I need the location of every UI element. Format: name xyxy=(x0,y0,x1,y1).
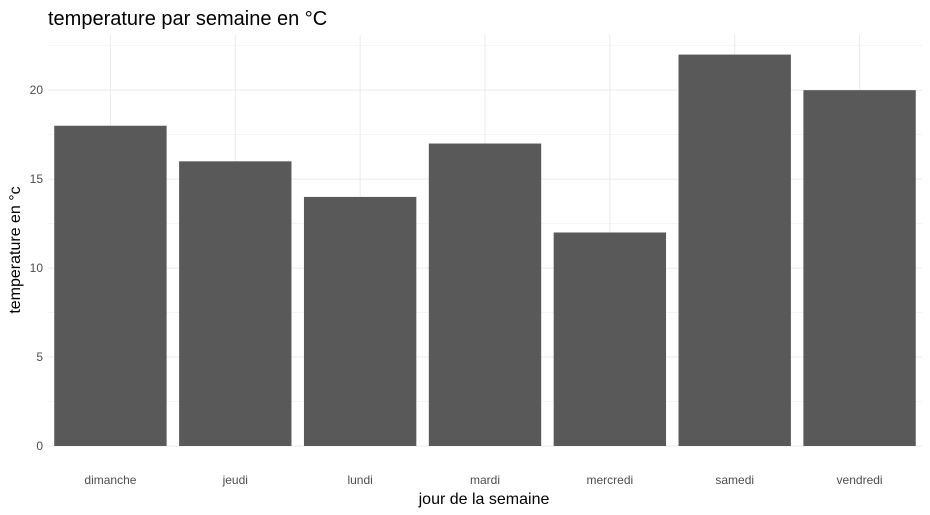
y-tick-label: 10 xyxy=(30,261,44,275)
bar-vendredi xyxy=(803,90,916,446)
x-axis-ticks: dimanche jeudi lundi mardi mercredi samedi ven… xyxy=(84,473,882,487)
bar-dimanche xyxy=(54,125,167,446)
bar-samedi xyxy=(678,54,791,446)
x-tick-label: jeudi xyxy=(222,473,248,487)
bar-mercredi xyxy=(553,232,667,446)
y-tick-label: 20 xyxy=(30,83,44,97)
x-axis-title: jour de la semaine xyxy=(418,491,550,508)
y-tick-label: 5 xyxy=(36,350,43,364)
x-tick-label: samedi xyxy=(715,473,754,487)
bars xyxy=(54,54,916,446)
y-tick-label: 0 xyxy=(36,439,43,453)
x-tick-label: dimanche xyxy=(84,473,136,487)
bar-mardi xyxy=(428,143,542,446)
bar-lundi xyxy=(303,196,417,446)
x-tick-label: mardi xyxy=(470,473,500,487)
x-tick-label: lundi xyxy=(347,473,372,487)
y-axis-title: temperature en °c xyxy=(7,186,24,313)
x-tick-label: vendredi xyxy=(837,473,883,487)
bar-jeudi xyxy=(179,161,292,446)
x-tick-label: mercredi xyxy=(587,473,634,487)
chart-title: temperature par semaine en °C xyxy=(48,8,327,30)
y-tick-label: 15 xyxy=(30,172,44,186)
y-axis-ticks: 0 5 10 15 20 xyxy=(30,83,44,453)
